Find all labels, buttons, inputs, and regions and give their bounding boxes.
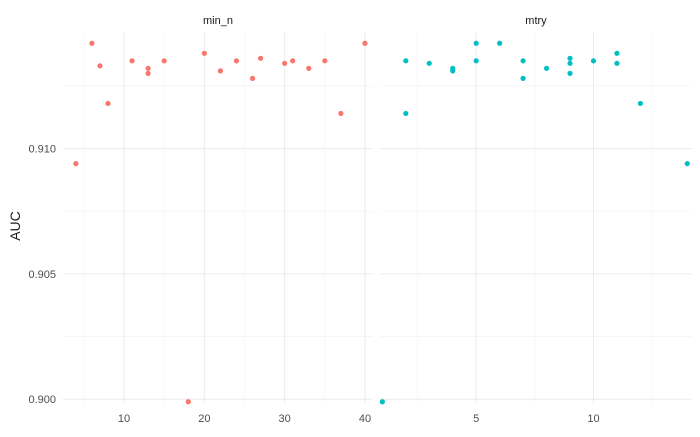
data-point [473, 40, 479, 46]
data-point [450, 68, 456, 74]
y-tick-label: 0.905 [28, 269, 56, 281]
data-point [543, 65, 550, 71]
data-point [520, 75, 526, 81]
facet-panel-min-n: min_n 10 20 30 40 [63, 15, 373, 425]
data-points [73, 40, 368, 405]
grid-lines [63, 32, 373, 403]
data-point [290, 58, 296, 64]
data-point [567, 55, 573, 61]
data-point [403, 58, 409, 64]
data-point [614, 60, 620, 66]
data-point [249, 75, 256, 81]
facet-strip-label-min-n: min_n [203, 15, 233, 27]
x-tick-label: 10 [118, 413, 130, 425]
data-point [362, 40, 368, 46]
x-tick-label: 30 [279, 413, 291, 425]
data-point [338, 110, 344, 117]
data-point [322, 58, 328, 64]
data-point [567, 60, 573, 66]
data-point [379, 399, 385, 405]
data-point [614, 50, 620, 56]
x-tick-label: 5 [473, 413, 479, 425]
data-point [89, 40, 95, 46]
x-tick-label: 10 [587, 413, 599, 425]
data-point [637, 100, 643, 107]
data-point [306, 65, 312, 71]
data-point [145, 70, 151, 76]
y-tick-label: 0.910 [28, 144, 56, 156]
facet-strip-label-mtry: mtry [525, 15, 547, 27]
data-point [97, 63, 103, 69]
data-point [201, 50, 207, 56]
data-point [590, 58, 597, 64]
data-point [73, 161, 79, 167]
data-point [129, 58, 135, 64]
data-point [403, 110, 409, 117]
data-point [426, 60, 432, 66]
y-axis-title-group: AUC 0.900 0.905 0.910 [7, 144, 56, 407]
data-point [567, 70, 573, 76]
data-points [379, 40, 690, 405]
x-tick-label: 40 [359, 413, 371, 425]
data-point [161, 58, 167, 64]
data-point [282, 60, 288, 66]
data-point [497, 40, 503, 46]
y-tick-label: 0.900 [28, 394, 56, 406]
data-point [145, 65, 151, 71]
facet-panel-mtry: mtry 5 10 [379, 15, 692, 425]
data-point [233, 58, 240, 64]
data-point [217, 68, 224, 74]
y-axis-title: AUC [7, 211, 23, 241]
grid-lines [380, 32, 692, 403]
data-point [105, 100, 111, 107]
x-tick-label: 20 [198, 413, 210, 425]
data-point [185, 399, 191, 405]
data-point [684, 161, 690, 167]
data-point [473, 58, 479, 64]
data-point [520, 58, 526, 64]
data-point [257, 55, 264, 61]
